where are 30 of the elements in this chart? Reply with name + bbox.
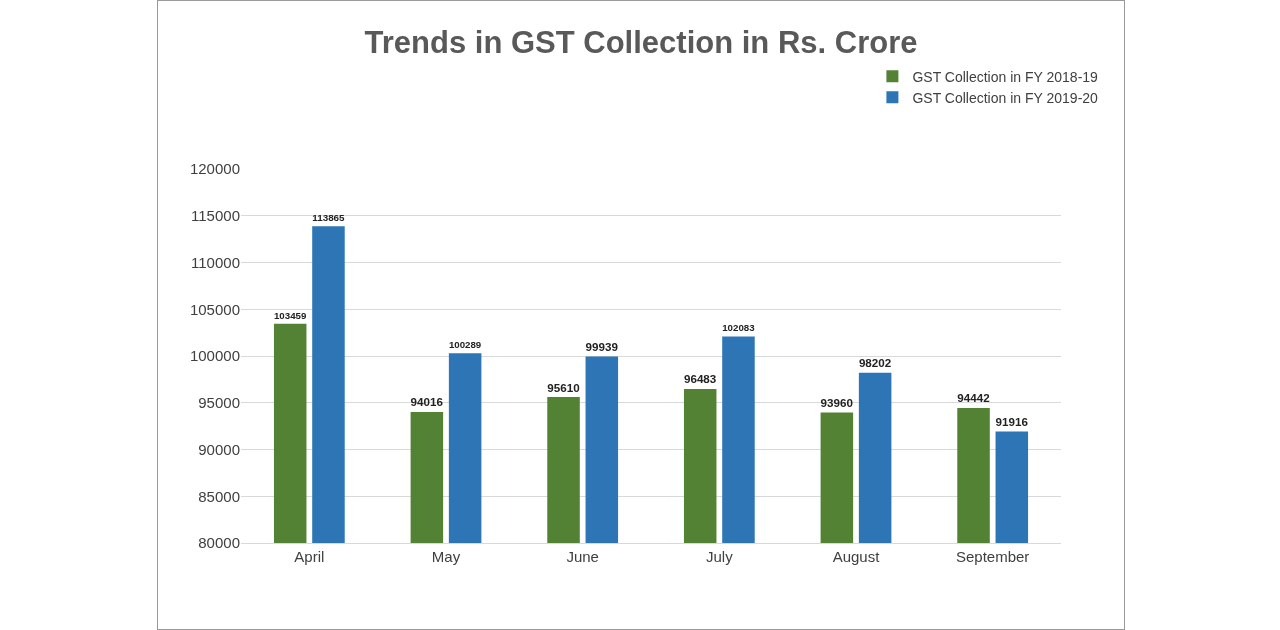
data-label: 94016 [410, 395, 444, 409]
data-label: 96483 [683, 372, 717, 386]
y-tick-label: 95000 [198, 394, 240, 411]
chart-title: Trends in GST Collection in Rs. Crore [364, 24, 918, 60]
data-label: 103459 [273, 309, 307, 321]
data-label: 102083 [722, 322, 756, 334]
data-label: 99939 [585, 340, 619, 354]
y-tick-label: 110000 [191, 253, 240, 271]
y-tick-label: 105000 [189, 300, 240, 318]
x-tick-label: June [566, 548, 599, 565]
data-label: 98202 [858, 356, 892, 370]
legend-label: GST Collection in FY 2019-20 [912, 89, 1099, 106]
legend-label: GST Collection in FY 2018-19 [912, 68, 1099, 85]
data-label: 94442 [957, 391, 990, 405]
x-tick-label: May [431, 548, 461, 565]
data-label: 91916 [995, 415, 1029, 429]
y-tick-label: 120000 [189, 160, 240, 178]
x-tick-label: August [832, 548, 881, 565]
y-tick-label: 100000 [189, 347, 240, 365]
x-tick-label: July [705, 548, 734, 565]
y-tick-label: 80000 [198, 534, 240, 552]
y-tick-label: 115000 [191, 207, 240, 224]
data-label: 93960 [820, 395, 853, 409]
data-label: 95610 [547, 380, 580, 394]
data-label: 113865 [312, 212, 346, 224]
y-tick-label: 90000 [198, 440, 240, 458]
data-label: 100289 [448, 339, 482, 351]
x-tick-label: April [294, 548, 325, 565]
x-tick-label: September [955, 548, 1030, 565]
y-tick-label: 85000 [198, 487, 240, 505]
